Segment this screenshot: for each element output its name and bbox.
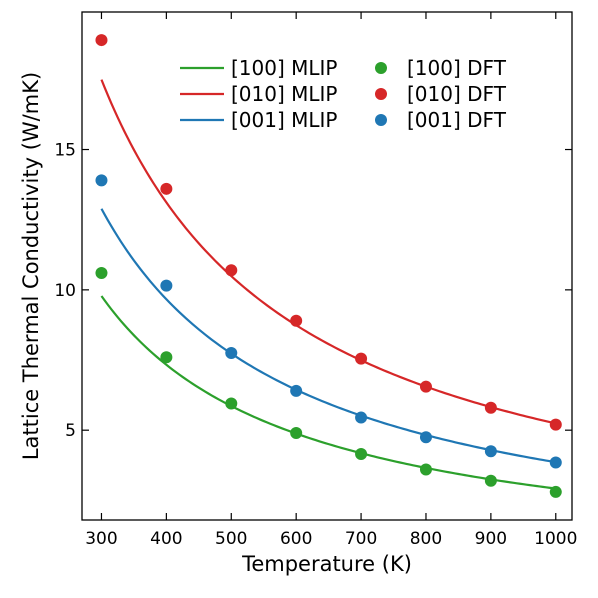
- y-tick-label: 5: [65, 421, 76, 441]
- dft-point: [549, 485, 562, 498]
- dft-point: [225, 397, 238, 410]
- x-tick-label: 900: [475, 529, 507, 549]
- y-tick-label: 15: [54, 141, 76, 161]
- dft-point: [484, 474, 497, 487]
- dft-point: [95, 174, 108, 187]
- legend-marker-swatch: [375, 62, 387, 74]
- dft-point: [290, 314, 303, 327]
- legend-label: [010] MLIP: [231, 82, 338, 106]
- mlip-curve: [100, 79, 557, 425]
- legend: [100] MLIP[010] MLIP[001] MLIP[100] DFT[…: [180, 56, 507, 132]
- mlip-curves: [100, 79, 557, 490]
- x-axis-title: Temperature (K): [241, 552, 412, 576]
- dft-point: [484, 445, 497, 458]
- dft-point: [549, 418, 562, 431]
- dft-point: [419, 431, 432, 444]
- dft-point: [484, 401, 497, 414]
- dft-point: [419, 380, 432, 393]
- x-tick-label: 700: [345, 529, 377, 549]
- legend-marker-swatch: [375, 88, 387, 100]
- x-tick-label: 600: [280, 529, 312, 549]
- dft-point: [95, 34, 108, 47]
- dft-point: [355, 411, 368, 424]
- y-tick-label: 10: [54, 281, 76, 301]
- legend-label: [100] DFT: [407, 56, 507, 80]
- dft-point: [549, 456, 562, 469]
- dft-point: [160, 351, 173, 364]
- x-tick-label: 400: [150, 529, 182, 549]
- plot-area: [82, 12, 572, 520]
- dft-point: [160, 279, 173, 292]
- dft-point: [419, 463, 432, 476]
- x-tick-label: 500: [215, 529, 247, 549]
- dft-point: [95, 267, 108, 280]
- dft-point: [355, 352, 368, 365]
- dft-point: [290, 384, 303, 397]
- x-tick-label: 800: [410, 529, 442, 549]
- dft-point: [355, 448, 368, 461]
- mlip-curve: [100, 208, 556, 464]
- legend-label: [010] DFT: [407, 82, 507, 106]
- ticks: 300 400 500 600 700 800 900 1000 5 10 15: [54, 12, 577, 549]
- legend-label: [001] MLIP: [231, 108, 338, 132]
- legend-marker-swatch: [375, 114, 387, 126]
- dft-point: [225, 264, 238, 277]
- mlip-curve: [100, 295, 556, 490]
- legend-label: [100] MLIP: [231, 56, 338, 80]
- dft-point: [225, 347, 238, 360]
- legend-label: [001] DFT: [407, 108, 507, 132]
- plot-frame: [81, 11, 573, 521]
- x-tick-label: 1000: [534, 529, 577, 549]
- y-axis-title: Lattice Thermal Conductivity (W/mK): [19, 72, 43, 460]
- x-tick-label: 300: [85, 529, 117, 549]
- dft-point: [160, 182, 173, 195]
- dft-points: [95, 34, 562, 498]
- dft-point: [290, 426, 303, 439]
